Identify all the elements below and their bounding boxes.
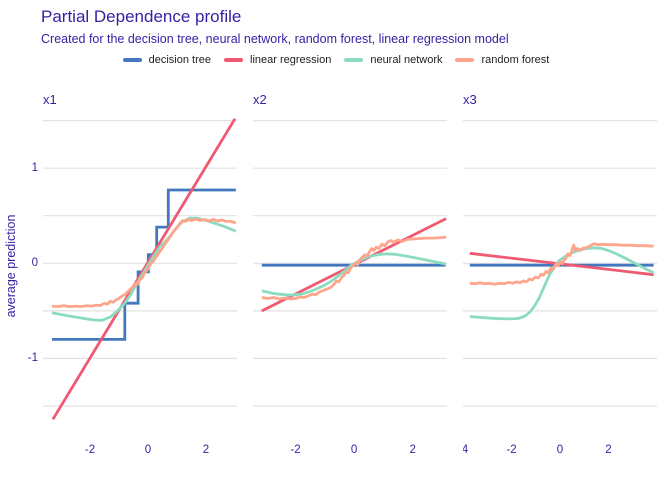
legend-item-neural-network: neural network (344, 54, 442, 66)
legend-label: random forest (481, 54, 550, 66)
legend: decision tree linear regression neural net… (0, 54, 672, 66)
series-linear-regression-line (51, 117, 237, 421)
x-tick-label--2: -2 (85, 444, 95, 456)
chart-subtitle: Created for the decision tree, neural ne… (41, 32, 509, 46)
x-tick-label-0: 0 (351, 444, 357, 456)
legend-label: decision tree (148, 54, 211, 66)
x-tick-label--2: -2 (290, 444, 300, 456)
series-neural-network-line (261, 252, 447, 297)
x-tick-label-2: 2 (605, 444, 611, 456)
panel-x1: -2 0 2 (43, 117, 237, 456)
legend-swatch-random-forest (455, 58, 475, 62)
legend-swatch-neural-network (344, 58, 364, 62)
facet-title-x1: x1 (43, 92, 57, 107)
legend-item-decision-tree: decision tree (122, 54, 211, 66)
facet-title-x3: x3 (463, 92, 477, 107)
x-tick-label--2: -2 (506, 444, 516, 456)
chart-title: Partial Dependence profile (41, 7, 242, 26)
legend-label: neural network (370, 54, 443, 66)
panel-x2: -2 0 2 (253, 119, 447, 456)
x-tick-label-0: 0 (145, 444, 151, 456)
x-tick-label-0: 0 (557, 444, 563, 456)
legend-item-random-forest: random forest (455, 54, 549, 66)
series-random-forest-line (261, 235, 447, 301)
y-tick-label-1: 1 (31, 162, 38, 175)
y-tick-label--1: -1 (27, 352, 38, 365)
legend-label: linear regression (250, 54, 332, 66)
legend-swatch-decision-tree (122, 58, 142, 62)
facet-title-x2: x2 (253, 92, 267, 107)
y-tick-label-0: 0 (31, 257, 38, 270)
legend-swatch-linear-regression (224, 58, 243, 62)
x-tick-label--4: -4 (463, 444, 469, 456)
x-tick-label-2: 2 (409, 444, 415, 456)
x-tick-label-2: 2 (203, 444, 209, 456)
series-random-forest-line (51, 217, 237, 309)
series-random-forest-line (469, 242, 654, 286)
legend-item-linear-regression: linear regression (224, 54, 331, 66)
panel-x3: -4 -2 0 2 (463, 119, 657, 456)
